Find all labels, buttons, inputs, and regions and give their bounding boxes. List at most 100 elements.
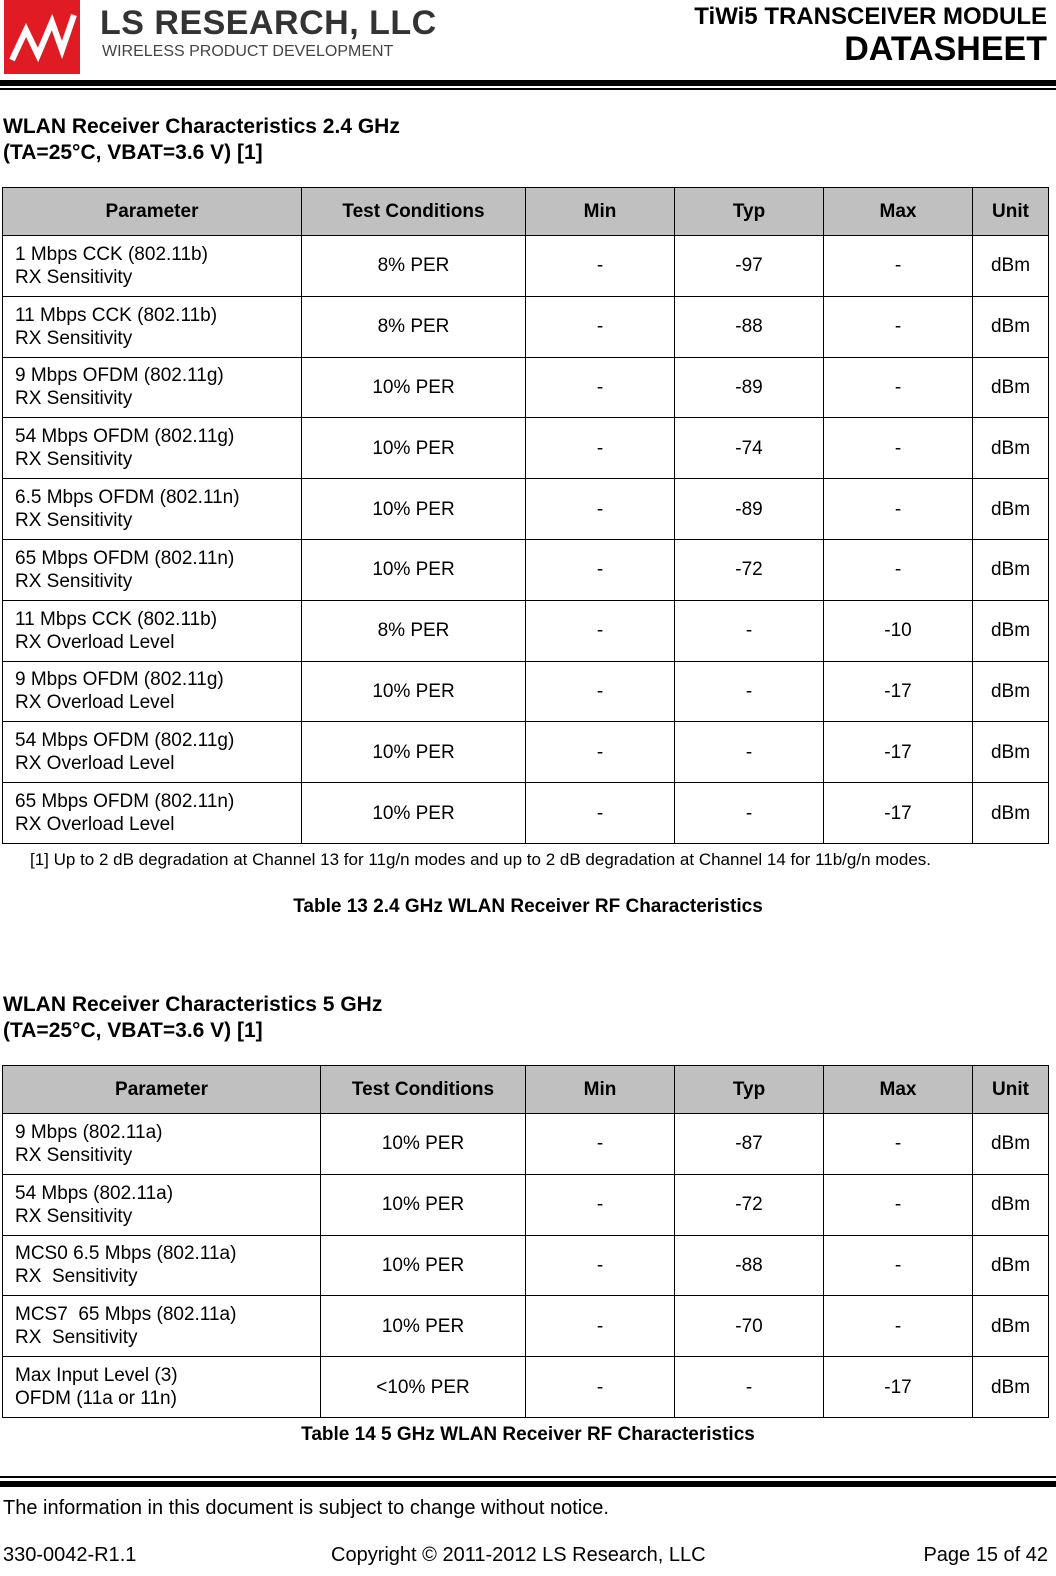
company-logo — [4, 0, 80, 74]
cell-min: - — [525, 1234, 675, 1297]
cell-test-conditions: 10% PER — [301, 538, 526, 601]
column-header-max: Max — [823, 187, 973, 236]
section-title-line: WLAN Receiver Characteristics 2.4 GHz — [3, 115, 400, 138]
company-name: LS RESEARCH, LLC — [100, 4, 437, 42]
cell-parameter: 9 Mbps (802.11a) RX Sensitivity — [2, 1113, 321, 1175]
cell-typ: -97 — [674, 235, 824, 297]
cell-max: - — [823, 295, 973, 358]
cell-test-conditions: 8% PER — [301, 599, 526, 662]
cell-unit: dBm — [972, 356, 1049, 419]
column-header-typ: Typ — [674, 1065, 824, 1114]
table-row: 9 Mbps OFDM (802.11g) RX Sensitivity 10% … — [2, 356, 1049, 419]
cell-unit: dBm — [972, 782, 1049, 844]
cell-typ: - — [674, 599, 824, 662]
header-rule-thin — [0, 88, 1056, 90]
cell-max: - — [823, 1173, 973, 1236]
cell-test-conditions: 10% PER — [301, 721, 526, 784]
cell-parameter: 11 Mbps CCK (802.11b) RX Sensitivity — [2, 295, 302, 358]
cell-parameter: 1 Mbps CCK (802.11b) RX Sensitivity — [2, 235, 302, 297]
table-row: 54 Mbps OFDM (802.11g) RX Sensitivity 10%… — [2, 417, 1049, 480]
cell-unit: dBm — [972, 235, 1049, 297]
cell-max: - — [823, 478, 973, 540]
column-header-max: Max — [823, 1065, 973, 1114]
cell-typ: -70 — [674, 1295, 824, 1358]
cell-typ: - — [674, 721, 824, 784]
column-header-parameter: Parameter — [2, 1065, 321, 1114]
column-header-unit: Unit — [972, 1065, 1049, 1114]
doc-number: 330-0042-R1.1 — [3, 1544, 137, 1566]
cell-typ: -89 — [674, 478, 824, 540]
cell-test-conditions: 10% PER — [301, 478, 526, 540]
cell-min: - — [525, 295, 675, 358]
table-row: 6.5 Mbps OFDM (802.11n) RX Sensitivity 10… — [2, 478, 1049, 540]
cell-min: - — [525, 356, 675, 419]
logo-waveform-icon — [9, 13, 77, 63]
cell-typ: - — [674, 782, 824, 844]
cell-max: - — [823, 1113, 973, 1175]
cell-unit: dBm — [972, 1113, 1049, 1175]
section-subtitle-line: (TA=25°C, VBAT=3.6 V) [1] — [3, 1019, 263, 1042]
table-row: 65 Mbps OFDM (802.11n) RX Sensitivity 10%… — [2, 538, 1049, 601]
column-header-min: Min — [525, 187, 675, 236]
column-header-parameter: Parameter — [2, 187, 302, 236]
cell-unit: dBm — [972, 1295, 1049, 1358]
cell-max: -17 — [823, 660, 973, 723]
cell-parameter: 11 Mbps CCK (802.11b) RX Overload Level — [2, 599, 302, 662]
table-row: 54 Mbps OFDM (802.11g) RX Overload Level… — [2, 721, 1049, 784]
cell-min: - — [525, 417, 675, 480]
table-row: 54 Mbps (802.11a) RX Sensitivity 10% PER -… — [2, 1173, 1049, 1236]
cell-parameter: 54 Mbps (802.11a) RX Sensitivity — [2, 1173, 321, 1236]
cell-min: - — [525, 1113, 675, 1175]
cell-unit: dBm — [972, 538, 1049, 601]
column-header-test-conditions: Test Conditions — [301, 187, 526, 236]
change-notice: The information in this document is subj… — [3, 1497, 609, 1519]
cell-max: - — [823, 1234, 973, 1297]
cell-parameter: 6.5 Mbps OFDM (802.11n) RX Sensitivity — [2, 478, 302, 540]
doc-type: DATASHEET — [844, 30, 1047, 68]
cell-parameter: 54 Mbps OFDM (802.11g) RX Sensitivity — [2, 417, 302, 480]
table-row: MCS0 6.5 Mbps (802.11a) RX Sensitivity 10… — [2, 1234, 1049, 1297]
table-row: 9 Mbps (802.11a) RX Sensitivity 10% PER - -… — [2, 1113, 1049, 1175]
column-header-unit: Unit — [972, 187, 1049, 236]
table-row: Max Input Level (3) OFDM (11a or 11n) <10… — [2, 1356, 1049, 1418]
cell-min: - — [525, 782, 675, 844]
cell-max: -17 — [823, 782, 973, 844]
cell-test-conditions: 10% PER — [301, 660, 526, 723]
cell-typ: -88 — [674, 1234, 824, 1297]
column-header-typ: Typ — [674, 187, 824, 236]
cell-min: - — [525, 1295, 675, 1358]
cell-max: -17 — [823, 1356, 973, 1418]
table-row: 1 Mbps CCK (802.11b) RX Sensitivity 8% PE… — [2, 235, 1049, 297]
table-5g-receiver: Parameter Test Conditions Min Typ Max Unit 9 M… — [2, 1065, 1049, 1418]
page-number: Page 15 of 42 — [923, 1544, 1048, 1566]
copyright: Copyright © 2011-2012 LS Research, LLC — [331, 1544, 706, 1566]
column-header-test-conditions: Test Conditions — [320, 1065, 526, 1114]
cell-parameter: 9 Mbps OFDM (802.11g) RX Overload Level — [2, 660, 302, 723]
cell-unit: dBm — [972, 1234, 1049, 1297]
footer-rule-thin — [0, 1476, 1056, 1478]
table-header-row: Parameter Test Conditions Min Typ Max Unit — [2, 187, 1049, 236]
cell-typ: -88 — [674, 295, 824, 358]
cell-unit: dBm — [972, 599, 1049, 662]
cell-test-conditions: 10% PER — [320, 1173, 526, 1236]
cell-parameter: 65 Mbps OFDM (802.11n) RX Sensitivity — [2, 538, 302, 601]
cell-typ: - — [674, 1356, 824, 1418]
cell-parameter: MCS7 65 Mbps (802.11a) RX Sensitivity — [2, 1295, 321, 1358]
table-row: 11 Mbps CCK (802.11b) RX Sensitivity 8% P… — [2, 295, 1049, 358]
cell-unit: dBm — [972, 1173, 1049, 1236]
table-row: 65 Mbps OFDM (802.11n) RX Overload Level… — [2, 782, 1049, 844]
cell-unit: dBm — [972, 417, 1049, 480]
footer-rule — [0, 1481, 1056, 1487]
cell-unit: dBm — [972, 295, 1049, 358]
cell-min: - — [525, 235, 675, 297]
cell-test-conditions: 10% PER — [320, 1295, 526, 1358]
module-title: TiWi5 TRANSCEIVER MODULE — [694, 3, 1047, 30]
company-tagline: WIRELESS PRODUCT DEVELOPMENT — [102, 43, 394, 60]
cell-max: -10 — [823, 599, 973, 662]
cell-test-conditions: 10% PER — [301, 782, 526, 844]
cell-max: - — [823, 538, 973, 601]
cell-test-conditions: 8% PER — [301, 235, 526, 297]
cell-typ: -74 — [674, 417, 824, 480]
cell-max: - — [823, 417, 973, 480]
cell-unit: dBm — [972, 721, 1049, 784]
